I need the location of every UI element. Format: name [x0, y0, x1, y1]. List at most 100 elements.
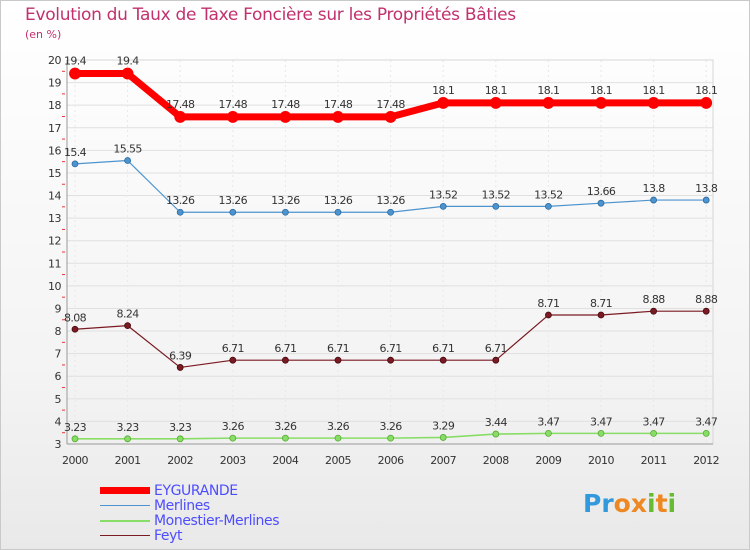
y-tick-label: 4 — [55, 415, 62, 428]
data-point-merlines — [387, 208, 395, 216]
data-point-feyt — [334, 356, 342, 364]
data-point-eygurande — [174, 111, 187, 123]
data-label-monestier-merlines: 3.47 — [537, 415, 560, 428]
x-tick-label: 2000 — [62, 454, 88, 467]
data-point-monestier-merlines — [229, 434, 237, 442]
data-point-eygurande — [384, 111, 397, 123]
data-label-monestier-merlines: 3.44 — [485, 416, 508, 429]
legend-label: Feyt — [154, 528, 183, 544]
data-point-eygurande — [700, 97, 713, 109]
data-point-feyt — [176, 364, 184, 371]
data-point-eygurande — [69, 67, 81, 80]
data-label-merlines: 13.26 — [219, 194, 248, 207]
data-point-monestier-merlines — [597, 429, 605, 437]
data-point-eygurande — [437, 97, 450, 109]
data-point-monestier-merlines — [176, 435, 184, 443]
data-point-feyt — [71, 325, 79, 333]
y-tick-label: 12 — [48, 235, 61, 248]
data-label-feyt: 6.71 — [327, 342, 349, 355]
data-label-merlines: 13.26 — [376, 194, 405, 207]
data-point-merlines — [650, 196, 657, 204]
data-point-monestier-merlines — [387, 434, 395, 442]
x-tick-label: 2011 — [641, 454, 667, 467]
data-point-merlines — [176, 208, 184, 216]
y-axis-unit-label: (en %) — [25, 28, 62, 41]
data-point-merlines — [597, 199, 605, 207]
data-label-merlines: 13.26 — [166, 194, 195, 207]
data-point-merlines — [124, 157, 131, 164]
data-label-merlines: 15.55 — [113, 143, 142, 156]
legend-label: Merlines — [154, 498, 210, 514]
data-point-eygurande — [542, 97, 555, 109]
data-point-eygurande — [489, 97, 502, 109]
data-label-feyt: 8.88 — [643, 293, 666, 306]
data-point-feyt — [281, 356, 289, 364]
x-tick-label: 2001 — [115, 454, 141, 467]
data-point-merlines — [492, 202, 500, 210]
data-label-eygurande: 18.1 — [537, 84, 559, 97]
data-label-merlines: 13.8 — [643, 182, 666, 195]
data-point-monestier-merlines — [702, 429, 710, 437]
data-point-feyt — [545, 311, 552, 319]
data-label-eygurande: 18.1 — [485, 84, 507, 97]
x-tick-label: 2007 — [430, 454, 456, 467]
x-tick-label: 2003 — [220, 454, 246, 467]
x-tick-label: 2006 — [378, 454, 404, 467]
legend-swatch — [100, 535, 150, 536]
data-point-eygurande — [595, 97, 607, 109]
data-label-merlines: 13.8 — [695, 182, 718, 195]
data-point-eygurande — [647, 97, 660, 109]
data-label-merlines: 13.26 — [324, 194, 353, 207]
x-tick-label: 2002 — [167, 454, 193, 467]
y-tick-label: 18 — [48, 99, 61, 112]
data-label-monestier-merlines: 3.26 — [380, 420, 403, 433]
data-label-eygurande: 18.1 — [695, 84, 717, 97]
data-point-monestier-merlines — [71, 435, 79, 443]
data-point-eygurande — [279, 111, 292, 123]
x-tick-label: 2009 — [535, 454, 561, 467]
legend-item-monestier-merlines: Monestier-Merlines — [100, 513, 360, 529]
data-label-feyt: 6.71 — [274, 342, 296, 355]
y-tick-label: 13 — [48, 212, 61, 225]
data-label-merlines: 13.66 — [587, 185, 616, 198]
legend-label: EYGURANDE — [154, 483, 238, 499]
data-label-feyt: 6.71 — [222, 342, 244, 355]
x-tick-label: 2005 — [325, 454, 351, 467]
y-tick-label: 19 — [48, 77, 61, 90]
logo-letter: i — [667, 489, 677, 518]
y-tick-label: 14 — [48, 190, 61, 203]
chart-legend: EYGURANDE Merlines Monestier-Merlines Feyt — [100, 483, 360, 544]
data-point-merlines — [229, 208, 237, 216]
y-tick-label: 10 — [48, 280, 61, 293]
data-point-feyt — [650, 307, 657, 315]
data-label-merlines: 13.26 — [271, 194, 300, 207]
data-label-eygurande: 17.48 — [271, 98, 300, 111]
data-label-eygurande: 19.4 — [117, 55, 140, 68]
legend-swatch — [100, 487, 150, 494]
data-label-merlines: 15.4 — [64, 146, 87, 159]
data-point-feyt — [492, 356, 500, 364]
data-label-feyt: 8.24 — [117, 308, 140, 321]
data-point-feyt — [597, 311, 605, 319]
y-tick-label: 20 — [48, 54, 61, 67]
data-label-feyt: 6.71 — [432, 342, 454, 355]
data-point-monestier-merlines — [439, 434, 447, 441]
data-label-eygurande: 17.48 — [324, 98, 353, 111]
data-label-eygurande: 18.1 — [590, 84, 612, 97]
legend-swatch — [100, 505, 150, 506]
data-label-eygurande: 19.4 — [64, 55, 87, 68]
proxiti-logo: Proxiti — [583, 489, 676, 518]
data-label-eygurande: 17.48 — [219, 98, 248, 111]
x-tick-label: 2004 — [272, 454, 298, 467]
data-point-monestier-merlines — [124, 435, 131, 443]
legend-item-merlines: Merlines — [100, 498, 360, 514]
data-label-monestier-merlines: 3.47 — [695, 415, 718, 428]
chart-title: Evolution du Taux de Taxe Foncière sur l… — [25, 5, 516, 25]
data-point-merlines — [439, 202, 447, 210]
data-label-monestier-merlines: 3.26 — [274, 420, 297, 433]
data-point-monestier-merlines — [334, 434, 342, 442]
y-tick-label: 11 — [48, 257, 61, 270]
data-label-feyt: 8.08 — [64, 311, 87, 324]
data-label-merlines: 13.52 — [482, 188, 511, 201]
